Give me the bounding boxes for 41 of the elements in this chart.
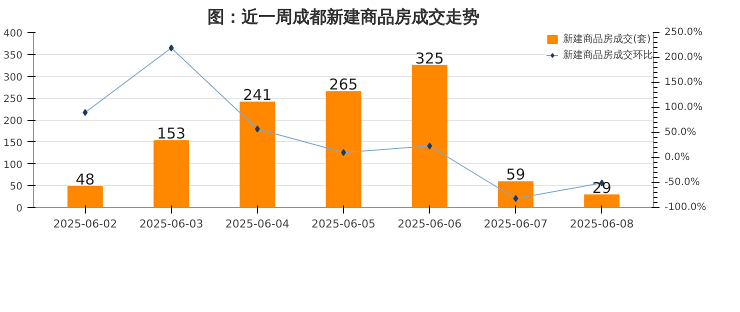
data-label: 29 — [592, 178, 612, 197]
legend-label: 新建商品房成交(套) — [563, 32, 651, 46]
bar — [154, 140, 189, 208]
y2-tick-label: 150.0% — [664, 77, 703, 88]
y2-tick-label: 100.0% — [664, 102, 703, 113]
y-tick-label: 100 — [3, 160, 23, 171]
x-tick-label: 2025-06-06 — [398, 218, 462, 230]
x-tick-label: 2025-06-02 — [53, 218, 118, 230]
chart-title: 图：近一周成都新建商品房成交走势 — [208, 8, 480, 28]
bar — [240, 102, 276, 208]
y-tick-label: 50 — [10, 182, 23, 193]
data-label: 325 — [415, 49, 444, 68]
x-tick-label: 2025-06-08 — [570, 218, 634, 230]
bar — [67, 186, 103, 208]
y2-tick-label: -100.0% — [664, 202, 706, 213]
bar — [412, 64, 448, 208]
y2-tick-label: 50.0% — [664, 127, 696, 138]
data-label: 265 — [329, 76, 358, 94]
y-tick-label: 350 — [3, 50, 23, 62]
y2-tick-label: 250.0% — [664, 27, 703, 38]
y2-tick-label: 0.0% — [664, 152, 690, 163]
y-tick-label: 200 — [3, 116, 23, 127]
y-tick-label: 0 — [16, 204, 23, 214]
y-tick-label: 300 — [3, 72, 23, 84]
y-tick-label: 150 — [3, 138, 23, 149]
data-label: 59 — [506, 166, 526, 184]
bar — [584, 194, 620, 208]
bar — [498, 181, 534, 208]
y2-tick-label: 200.0% — [664, 52, 703, 63]
y-tick-label: 250 — [3, 94, 23, 106]
legend-label: 新建商品房成交环比 — [563, 48, 653, 62]
bar — [326, 91, 362, 208]
y2-tick-label: -50.0% — [664, 177, 700, 188]
data-label: 241 — [243, 86, 272, 104]
x-tick-label: 2025-06-03 — [139, 218, 204, 230]
y-tick-label: 400 — [3, 28, 23, 40]
data-label: 153 — [156, 124, 186, 143]
x-tick-label: 2025-06-04 — [225, 218, 290, 230]
data-label: 48 — [76, 170, 95, 188]
x-tick-label: 2025-06-07 — [484, 218, 548, 230]
x-tick-label: 2025-06-05 — [312, 218, 376, 230]
